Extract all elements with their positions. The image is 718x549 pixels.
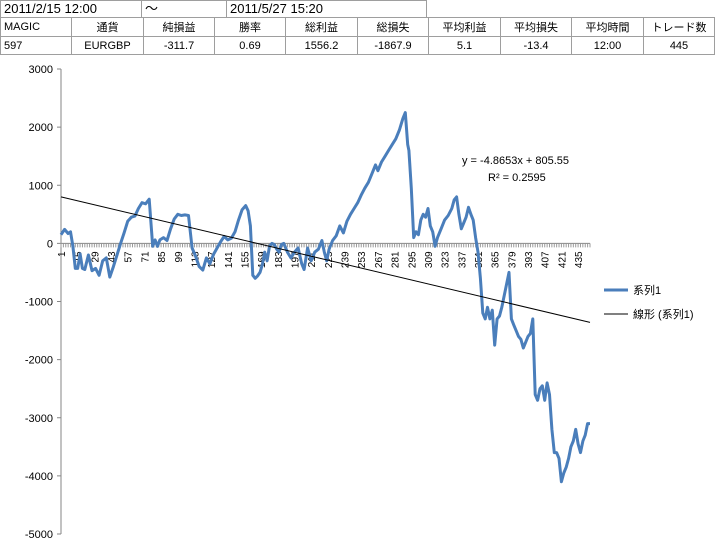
y-tick-label: 1000 — [29, 180, 53, 192]
period-end: 2011/5/27 15:20 — [227, 0, 427, 18]
stats-header-row: MAGIC 通貨 純損益 勝率 総利益 総損失 平均利益 平均損失 平均時間 ト… — [0, 17, 715, 37]
y-tick-label: -1000 — [25, 297, 53, 309]
x-tick-label: 407 — [541, 251, 552, 268]
header-currency: 通貨 — [71, 17, 144, 37]
legend-label-series-1: 系列1 — [633, 283, 661, 297]
x-tick-label: 295 — [407, 251, 418, 268]
header-gross-loss: 総損失 — [357, 17, 429, 37]
x-tick-label: 281 — [391, 251, 402, 268]
x-tick-label: 421 — [557, 251, 568, 268]
y-tick-label: 2000 — [29, 122, 53, 134]
x-tick-label: 155 — [240, 251, 251, 268]
value-avg-profit: 5.1 — [428, 36, 501, 55]
trendline-r2: R² = 0.2595 — [488, 172, 546, 184]
y-tick-label: -4000 — [25, 471, 53, 483]
x-tick-label: 71 — [140, 251, 151, 263]
x-tick-label: 253 — [357, 251, 368, 268]
value-currency: EURGBP — [71, 36, 144, 55]
header-win-rate: 勝率 — [214, 17, 286, 37]
header-avg-profit: 平均利益 — [428, 17, 501, 37]
x-tick-label: 183 — [274, 251, 285, 268]
value-win-rate: 0.69 — [214, 36, 286, 55]
x-tick-label: 309 — [424, 251, 435, 268]
x-tick-label: 57 — [124, 251, 135, 263]
x-tick-label: 239 — [341, 251, 352, 268]
header-avg-loss: 平均損失 — [500, 17, 572, 37]
header-magic: MAGIC — [0, 17, 72, 37]
stats-table: MAGIC 通貨 純損益 勝率 総利益 総損失 平均利益 平均損失 平均時間 ト… — [0, 17, 715, 55]
value-gross-profit: 1556.2 — [285, 36, 358, 55]
period-separator: ～ — [142, 0, 227, 18]
value-net-pl: -311.7 — [143, 36, 215, 55]
value-avg-loss: -13.4 — [500, 36, 572, 55]
x-tick-label: 43 — [107, 251, 118, 263]
equity-chart: 3000 2000 1000 0 -1000 -2000 -3000 -4000 -5000 1 1… — [25, 64, 694, 541]
x-tick-label: 1 — [57, 251, 68, 257]
header-net-pl: 純損益 — [143, 17, 215, 37]
x-tick-label: 365 — [491, 251, 502, 268]
header-gross-profit: 総利益 — [285, 17, 358, 37]
value-gross-loss: -1867.9 — [357, 36, 429, 55]
y-tick-label: -5000 — [25, 529, 53, 541]
legend-label-trendline: 線形 (系列1) — [633, 307, 694, 321]
x-tick-label: 323 — [441, 251, 452, 268]
x-tick-label: 393 — [524, 251, 535, 268]
x-tick-label: 141 — [224, 251, 235, 268]
period-bar: 2011/2/15 12:00 ～ 2011/5/27 15:20 — [0, 0, 427, 18]
x-tick-label: 29 — [90, 251, 101, 263]
x-tick-label: 267 — [374, 251, 385, 268]
x-tick-label: 85 — [157, 251, 168, 263]
header-avg-time: 平均時間 — [571, 17, 644, 37]
y-tick-label: 0 — [47, 238, 53, 250]
y-tick-label: 3000 — [29, 64, 53, 76]
series-1-line — [59, 111, 590, 484]
x-tick-label: 225 — [324, 251, 335, 268]
trendline — [60, 196, 591, 323]
x-tick-label: 435 — [574, 251, 585, 268]
period-start: 2011/2/15 12:00 — [0, 0, 142, 18]
value-magic: 597 — [0, 36, 72, 55]
x-tick-label: 337 — [457, 251, 468, 268]
x-tick-label: 99 — [174, 251, 185, 263]
value-avg-time: 12:00 — [571, 36, 644, 55]
x-tick-label: 197 — [291, 251, 302, 268]
header-trade-count: トレード数 — [643, 17, 715, 37]
stats-value-row: 597 EURGBP -311.7 0.69 1556.2 -1867.9 5.… — [0, 36, 715, 55]
y-tick-label: -3000 — [25, 413, 53, 425]
y-tick-label: -2000 — [25, 355, 53, 367]
value-trade-count: 445 — [643, 36, 715, 55]
x-tick-label: 379 — [507, 251, 518, 268]
trendline-equation: y = -4.8653x + 805.55 — [462, 155, 569, 167]
